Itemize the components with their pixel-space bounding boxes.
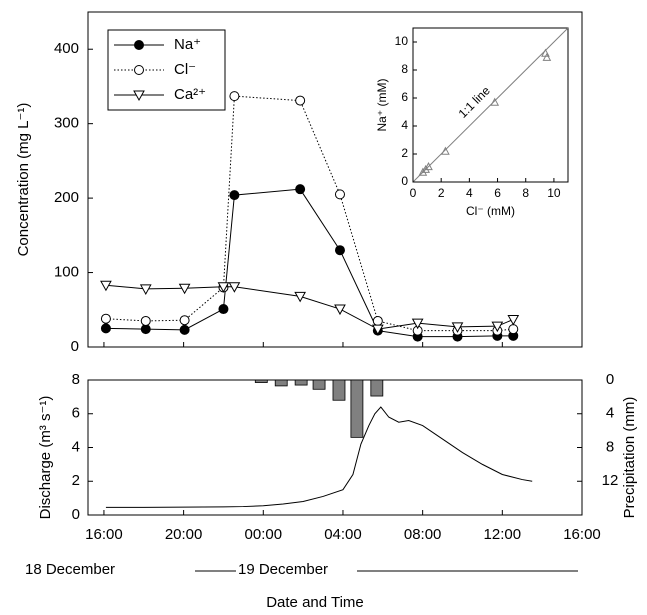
x-tick-label: 04:00 xyxy=(324,526,362,543)
marker xyxy=(411,318,424,330)
y-tick-label: 6 xyxy=(401,90,408,104)
marker xyxy=(229,190,240,201)
x-axis-label: Cl⁻ (mM) xyxy=(466,204,515,218)
y-axis-label: Discharge (m³ s⁻¹) xyxy=(37,396,54,520)
bar xyxy=(294,379,308,386)
marker xyxy=(228,282,241,293)
marker xyxy=(334,304,346,316)
marker xyxy=(100,323,111,334)
x-tick-label: 10 xyxy=(547,186,561,200)
marker xyxy=(441,146,450,155)
series-line xyxy=(105,95,514,332)
marker xyxy=(451,322,464,333)
marker xyxy=(491,321,504,333)
y-tick-label: 100 xyxy=(54,264,79,281)
y-tick-label: 400 xyxy=(54,40,79,57)
y2-tick-label: 0 xyxy=(606,371,614,388)
legend-marker xyxy=(133,90,145,102)
y-tick-label: 4 xyxy=(72,438,80,455)
y-tick-label: 4 xyxy=(401,118,408,132)
y-tick-label: 0 xyxy=(71,338,79,355)
reference-line xyxy=(412,27,569,183)
x-tick-label: 08:00 xyxy=(404,526,442,543)
marker xyxy=(334,189,345,200)
x-tick-label: 12:00 xyxy=(484,526,522,543)
marker xyxy=(295,184,306,195)
x-tick-label: 2 xyxy=(438,186,445,200)
x-tick-label: 16:00 xyxy=(85,526,123,543)
legend-box xyxy=(107,29,226,111)
y2-tick-label: 12 xyxy=(602,472,619,489)
marker xyxy=(295,95,306,106)
legend-label: Ca²⁺ xyxy=(174,86,206,103)
y2-tick-label: 8 xyxy=(606,438,614,455)
x-tick-label: 16:00 xyxy=(563,526,601,543)
x-tick-label: 6 xyxy=(494,186,501,200)
series-line xyxy=(105,284,514,330)
bar xyxy=(254,379,268,383)
marker xyxy=(371,324,384,336)
x-tick-label: 8 xyxy=(522,186,529,200)
marker xyxy=(179,324,190,335)
x-tick-label: 20:00 xyxy=(165,526,203,543)
y-axis-label: Na⁺ (mM) xyxy=(375,79,389,132)
marker xyxy=(100,280,112,292)
marker xyxy=(140,315,151,326)
bar xyxy=(332,379,346,401)
x-tick-label: 00:00 xyxy=(245,526,283,543)
marker xyxy=(179,315,190,326)
date-annotation: 19 December xyxy=(238,561,328,578)
marker xyxy=(372,315,383,326)
series-line xyxy=(105,406,533,508)
marker xyxy=(542,52,552,61)
date-annotation: 18 December xyxy=(25,561,115,578)
bar xyxy=(274,379,288,387)
bar xyxy=(350,379,364,438)
marker xyxy=(140,324,151,335)
marker xyxy=(229,91,240,102)
series-line xyxy=(105,188,514,338)
y-tick-label: 0 xyxy=(72,506,80,523)
marker xyxy=(178,283,191,295)
marker xyxy=(100,313,111,324)
legend-label: Cl⁻ xyxy=(174,61,196,78)
y2-tick-label: 4 xyxy=(606,405,614,422)
y-tick-label: 2 xyxy=(401,146,408,160)
y-tick-label: 200 xyxy=(54,189,79,206)
y-tick-label: 10 xyxy=(395,34,409,48)
marker xyxy=(507,314,520,326)
top-frame xyxy=(87,11,583,348)
x-tick-label: 0 xyxy=(410,186,417,200)
marker xyxy=(218,304,229,315)
y2-axis-label: Precipitation (mm) xyxy=(621,397,638,519)
y-tick-label: 2 xyxy=(72,472,80,489)
marker xyxy=(139,284,152,295)
y-tick-label: 8 xyxy=(401,62,408,76)
x-axis-label: Date and Time xyxy=(266,594,364,611)
legend-label: Na⁺ xyxy=(174,36,201,53)
legend-marker xyxy=(134,65,144,75)
y-axis-label: Concentration (mg L⁻¹) xyxy=(15,103,32,257)
bar xyxy=(370,379,384,397)
y-tick-label: 6 xyxy=(72,405,80,422)
marker xyxy=(490,97,500,106)
x-tick-label: 4 xyxy=(466,186,473,200)
marker xyxy=(217,282,230,293)
y-tick-label: 8 xyxy=(72,371,80,388)
marker xyxy=(424,162,433,171)
marker xyxy=(508,324,519,335)
y-tick-label: 300 xyxy=(54,115,79,132)
y-tick-label: 0 xyxy=(401,174,408,188)
bar xyxy=(312,379,326,390)
marker xyxy=(334,245,345,256)
legend-marker xyxy=(134,40,144,50)
marker xyxy=(294,291,306,303)
